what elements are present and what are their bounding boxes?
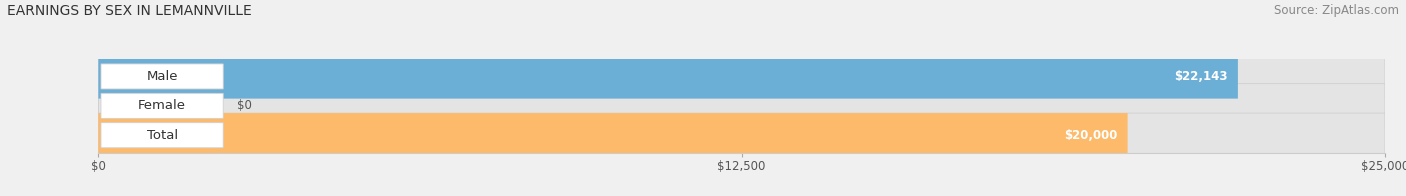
FancyBboxPatch shape xyxy=(98,84,1385,128)
Text: Female: Female xyxy=(138,99,186,112)
FancyBboxPatch shape xyxy=(98,113,1385,157)
Text: EARNINGS BY SEX IN LEMANNVILLE: EARNINGS BY SEX IN LEMANNVILLE xyxy=(7,4,252,18)
FancyBboxPatch shape xyxy=(98,113,1128,157)
FancyBboxPatch shape xyxy=(101,93,224,118)
FancyBboxPatch shape xyxy=(101,123,224,148)
Text: $0: $0 xyxy=(238,99,252,112)
FancyBboxPatch shape xyxy=(98,54,1385,99)
Text: $20,000: $20,000 xyxy=(1064,129,1118,142)
FancyBboxPatch shape xyxy=(101,64,224,89)
Text: Source: ZipAtlas.com: Source: ZipAtlas.com xyxy=(1274,4,1399,17)
Text: $22,143: $22,143 xyxy=(1174,70,1227,83)
FancyBboxPatch shape xyxy=(98,54,1237,99)
Text: Male: Male xyxy=(146,70,177,83)
Text: Total: Total xyxy=(146,129,177,142)
